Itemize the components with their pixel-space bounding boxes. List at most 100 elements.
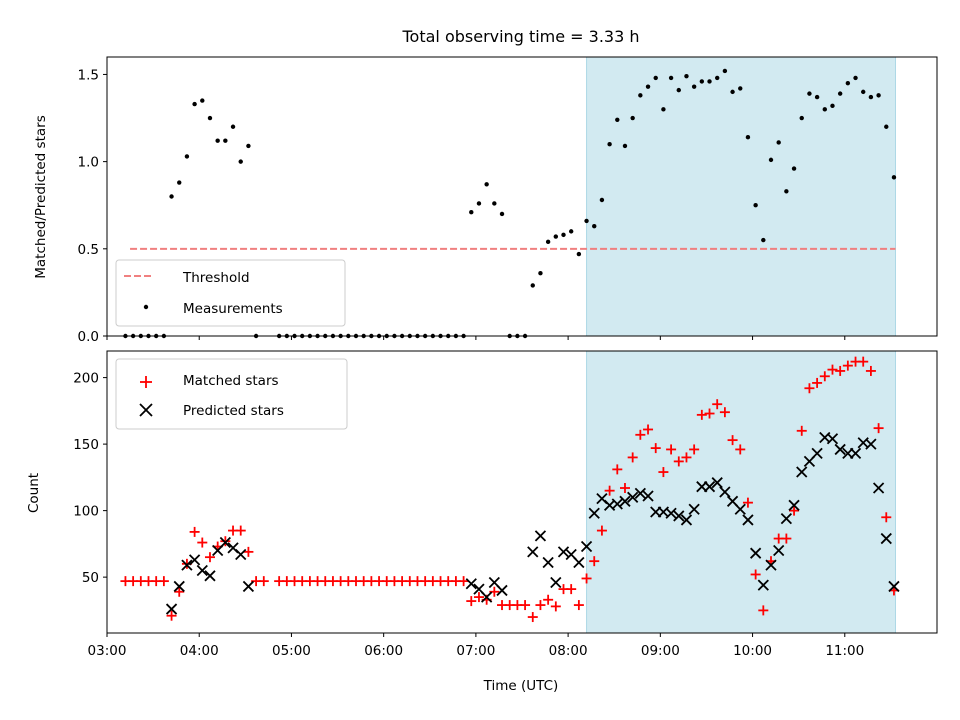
matched-point	[204, 552, 215, 563]
predicted-point	[673, 510, 685, 522]
predicted-point	[165, 603, 178, 615]
measurement-point	[584, 218, 589, 224]
measurement-point	[722, 68, 728, 74]
bottom-axes-frame	[106, 350, 938, 634]
predicted-point	[181, 559, 193, 571]
measurement-point	[645, 84, 651, 89]
matched-point	[520, 600, 531, 611]
measurement-point	[553, 234, 559, 239]
predicted-point	[465, 578, 477, 590]
measurement-point	[545, 239, 551, 245]
matched-point	[881, 512, 892, 523]
measurement-point	[576, 251, 582, 257]
bottom-y-tick-label: 200	[73, 371, 99, 387]
measurement-point	[676, 87, 681, 93]
predicted-point	[534, 530, 547, 542]
matched-point	[566, 584, 577, 595]
measurement-point	[814, 94, 820, 100]
predicted-point	[811, 447, 823, 460]
measurement-point	[607, 141, 612, 147]
measurement-point	[830, 103, 835, 109]
matched-point	[235, 525, 246, 536]
measurement-point	[768, 157, 774, 163]
matched-point	[727, 435, 738, 446]
bottom-legend: Matched stars Predicted stars	[115, 358, 348, 430]
measurement-point	[807, 91, 812, 96]
x-tick-label: 11:00	[825, 643, 864, 659]
bottom-y-axis-label: Count	[26, 473, 42, 513]
measurement-point	[761, 237, 766, 243]
predicted-point	[680, 514, 693, 526]
matched-point	[650, 443, 661, 454]
matched-point	[865, 365, 876, 376]
top-y-tick-label: 0.5	[78, 242, 99, 258]
measurement-point	[868, 94, 874, 100]
measurement-point	[668, 75, 674, 81]
x-axis-label: Time (UTC)	[483, 678, 559, 694]
measurement-point	[469, 209, 474, 215]
predicted-point	[880, 532, 892, 545]
matched-point	[689, 444, 700, 455]
measurement-point	[891, 175, 897, 180]
x-tick-label: 05:00	[272, 643, 311, 659]
threshold-legend-label: Threshold	[182, 270, 250, 286]
predicted-point	[719, 486, 731, 498]
x-tick-label: 04:00	[180, 643, 219, 659]
measurement-point	[715, 75, 720, 81]
predicted-point	[219, 536, 231, 549]
x-tick-label: 10:00	[733, 643, 772, 659]
matched-point	[458, 576, 469, 587]
matched-legend-label: Matched stars	[183, 373, 279, 389]
predicted-point	[527, 546, 539, 558]
measurement-point	[484, 182, 489, 187]
measurement-point	[615, 117, 620, 122]
measurement-point	[776, 140, 781, 145]
bottom-y-tick-label: 50	[82, 570, 99, 586]
measurement-point	[853, 75, 858, 81]
measurement-point	[476, 201, 482, 206]
matched-point	[550, 601, 561, 612]
matched-point	[596, 525, 607, 536]
matched-point	[681, 452, 692, 463]
predicted-point	[550, 576, 562, 589]
measurement-point	[238, 159, 243, 164]
matched-point	[589, 556, 600, 567]
matched-point	[712, 399, 723, 410]
matched-point	[796, 425, 807, 436]
x-tick-label: 08:00	[549, 643, 588, 659]
measurement-point	[200, 98, 205, 103]
matched-point	[258, 576, 269, 587]
top-y-tick-label: 1.5	[78, 67, 99, 83]
predicted-point	[580, 540, 593, 553]
predicted-point	[742, 514, 754, 526]
top-y-tick-label: 1.0	[78, 155, 99, 171]
predicted-point	[788, 499, 800, 511]
measurement-point	[622, 143, 628, 149]
predicted-point	[796, 466, 808, 478]
x-tick-label: 07:00	[456, 643, 495, 659]
predicted-point	[773, 544, 785, 557]
measurement-point	[192, 101, 197, 107]
predicted-point	[865, 438, 877, 450]
predicted-point	[872, 482, 885, 494]
matched-point	[166, 610, 177, 621]
matched-point	[827, 364, 838, 375]
matched-point	[719, 407, 730, 418]
matched-point	[735, 444, 746, 455]
matched-point	[527, 612, 538, 623]
measurement-point	[822, 107, 827, 112]
measurement-point	[592, 223, 597, 229]
chart-title: Total observing time = 3.33 h	[401, 27, 639, 46]
predicted-point	[573, 556, 585, 569]
measurement-point	[538, 271, 543, 276]
x-tick-label: 06:00	[364, 643, 403, 659]
measurements-legend-label: Measurements	[183, 301, 283, 317]
measurement-point	[707, 79, 712, 84]
matched-point	[858, 356, 869, 367]
matched-point	[750, 569, 761, 580]
matched-point	[835, 365, 846, 376]
predicted-point	[619, 495, 631, 507]
matched-point	[704, 408, 715, 419]
measurement-point	[169, 194, 174, 199]
measurement-point	[599, 197, 605, 203]
